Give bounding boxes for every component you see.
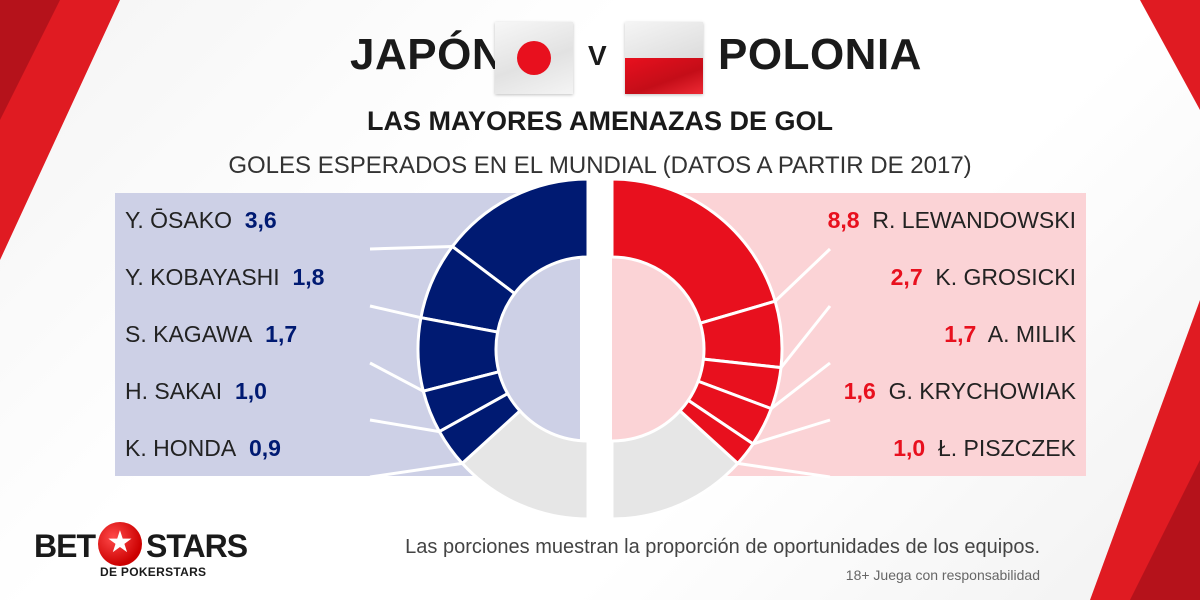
poland-player-label: 8,8 R. LEWANDOWSKI: [828, 207, 1076, 234]
japan-player-label: S. KAGAWA 1,7: [125, 321, 297, 348]
japan-flag-sun: [517, 41, 551, 75]
japan-flag-icon: [495, 22, 573, 94]
player-xg: 1,0: [234, 378, 267, 404]
japan-player-label: Y. KOBAYASHI 1,8: [125, 264, 324, 291]
player-name: R. LEWANDOWSKI: [872, 207, 1076, 233]
player-xg: 1,0: [893, 435, 926, 461]
responsible-gaming-note: 18+ Juega con responsabilidad: [845, 567, 1040, 583]
poland-flag-white: [625, 22, 703, 58]
logo-stars-text: STARS: [146, 528, 248, 564]
team-left-title: JAPÓN: [350, 30, 505, 79]
poland-flag-icon: [625, 22, 703, 94]
poland-player-label: 1,7 A. MILIK: [944, 321, 1076, 348]
player-name: Y. KOBAYASHI: [125, 264, 280, 290]
player-name: S. KAGAWA: [125, 321, 253, 347]
betstars-logo: BET ★ STARS DE POKERSTARS: [34, 522, 248, 590]
player-xg: 0,9: [248, 435, 281, 461]
corner-decoration: [1130, 460, 1200, 600]
logo-bet-text: BET: [34, 528, 96, 564]
japan-player-row: Y. KOBAYASHI 1,8: [115, 250, 370, 307]
team-right-title: POLONIA: [718, 30, 922, 79]
footnote: Las porciones muestran la proporción de …: [405, 536, 1040, 558]
corner-decoration: [0, 0, 60, 120]
player-xg: 1,7: [265, 321, 298, 347]
japan-player-row: K. HONDA 0,9: [115, 421, 370, 478]
chart-title: LAS MAYORES AMENAZAS DE GOL: [366, 106, 834, 136]
poland-player-row: 8,8 R. LEWANDOWSKI: [801, 193, 1086, 250]
poland-player-row: 1,0 Ł. PISZCZEK: [801, 421, 1086, 478]
player-name: K. HONDA: [125, 435, 237, 461]
player-xg: 1,8: [292, 264, 325, 290]
japan-player-row: S. KAGAWA 1,7: [115, 307, 370, 364]
player-name: Ł. PISZCZEK: [937, 435, 1076, 461]
versus-label: V: [588, 40, 607, 71]
chart-subtitle: GOLES ESPERADOS EN EL MUNDIAL (DATOS A P…: [228, 152, 972, 179]
player-name: A. MILIK: [987, 321, 1076, 347]
title-row: JAPÓN V POLONIA: [0, 22, 1200, 94]
player-xg: 8,8: [827, 207, 860, 233]
logo-subtext: DE POKERSTARS: [100, 565, 207, 579]
japan-player-label: K. HONDA 0,9: [125, 435, 281, 462]
player-xg: 1,7: [944, 321, 977, 347]
player-name: H. SAKAI: [125, 378, 223, 404]
japan-player-row: Y. ŌSAKO 3,6: [115, 193, 370, 250]
player-xg: 3,6: [244, 207, 277, 233]
player-name: Y. ŌSAKO: [125, 207, 232, 233]
player-name: K. GROSICKI: [935, 264, 1076, 290]
japan-player-label: H. SAKAI 1,0: [125, 378, 267, 405]
poland-player-label: 2,7 K. GROSICKI: [891, 264, 1076, 291]
poland-player-row: 1,7 A. MILIK: [801, 307, 1086, 364]
player-xg: 1,6: [843, 378, 876, 404]
poland-player-label: 1,6 G. KRYCHOWIAK: [844, 378, 1076, 405]
star-icon: ★: [98, 522, 142, 566]
player-name: G. KRYCHOWIAK: [888, 378, 1076, 404]
player-xg: 2,7: [890, 264, 923, 290]
japan-player-row: H. SAKAI 1,0: [115, 364, 370, 421]
poland-player-row: 1,6 G. KRYCHOWIAK: [801, 364, 1086, 421]
poland-player-row: 2,7 K. GROSICKI: [801, 250, 1086, 307]
poland-flag-red: [625, 58, 703, 94]
poland-player-label: 1,0 Ł. PISZCZEK: [893, 435, 1076, 462]
japan-player-label: Y. ŌSAKO 3,6: [125, 207, 277, 234]
corner-decoration: [1140, 0, 1200, 110]
